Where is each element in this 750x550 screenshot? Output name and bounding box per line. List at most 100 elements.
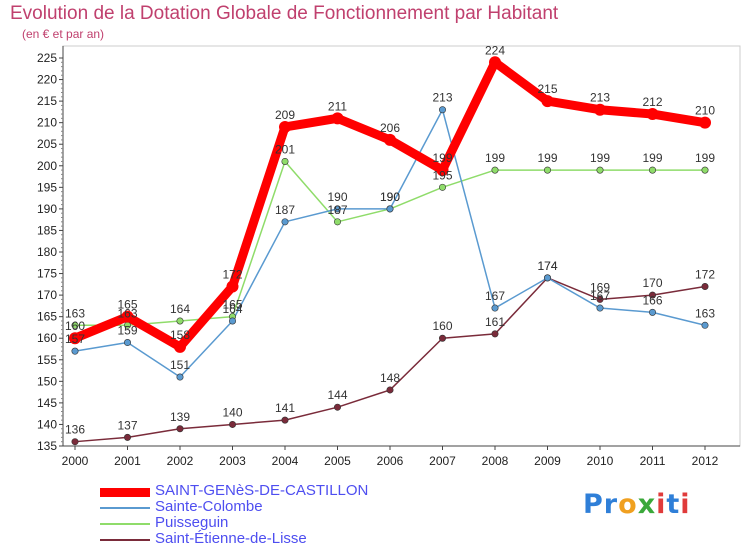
data-label: 187: [327, 203, 347, 217]
data-label: 160: [432, 319, 452, 333]
data-label: 211: [328, 99, 347, 113]
data-point: [333, 205, 341, 213]
data-point: [491, 330, 499, 338]
x-tick-label: 2009: [534, 454, 561, 468]
series-points: [69, 56, 711, 446]
data-label: 137: [117, 418, 137, 432]
data-point: [543, 166, 551, 174]
y-tick-label: 150: [37, 374, 57, 388]
data-label: 169: [590, 280, 610, 294]
data-point: [438, 106, 446, 114]
proxiti-logo: Proxiti: [583, 489, 691, 520]
data-point: [124, 433, 132, 441]
data-label: 140: [222, 405, 242, 419]
logo-letter: i: [680, 489, 691, 520]
data-label: 151: [170, 358, 190, 372]
data-label: 190: [327, 190, 347, 204]
data-point: [596, 295, 604, 303]
x-tick-label: 2002: [167, 454, 194, 468]
y-tick-label: 135: [37, 439, 57, 453]
legend-swatch: [100, 507, 150, 509]
data-label: 172: [695, 267, 715, 281]
data-point: [174, 340, 186, 353]
chart-title: Evolution de la Dotation Globale de Fonc…: [10, 3, 559, 24]
y-tick-label: 225: [37, 51, 57, 65]
data-label: 195: [432, 168, 452, 182]
data-label: 165: [117, 298, 137, 312]
data-point: [281, 416, 289, 424]
data-point: [491, 166, 499, 174]
x-tick-label: 2011: [640, 454, 666, 468]
logo-letter: t: [666, 489, 681, 520]
data-label: 148: [380, 371, 400, 385]
data-label: 199: [432, 151, 452, 165]
x-tick-label: 2000: [62, 454, 89, 468]
x-tick-label: 2012: [692, 454, 719, 468]
data-point: [699, 116, 711, 129]
data-point: [543, 274, 551, 282]
data-point: [438, 183, 446, 191]
y-tick-label: 205: [37, 137, 57, 151]
data-point: [386, 386, 394, 394]
data-point: [229, 420, 237, 428]
plot-frame: [62, 45, 741, 447]
data-label: 136: [65, 423, 85, 437]
legend-label: Sainte-Colombe: [155, 498, 263, 515]
legend-swatch: [100, 488, 150, 497]
logo-letter: x: [637, 489, 657, 520]
y-tick-label: 210: [37, 116, 57, 130]
data-point: [648, 166, 656, 174]
data-label: 163: [65, 306, 85, 320]
data-label: 161: [485, 315, 505, 329]
data-label: 199: [537, 151, 557, 165]
data-label: 187: [275, 203, 295, 217]
data-point: [386, 205, 394, 213]
data-label: 144: [327, 388, 347, 402]
data-label: 213: [432, 91, 452, 105]
data-label: 210: [695, 104, 715, 118]
y-tick-label: 175: [37, 267, 57, 281]
x-tick-label: 2008: [482, 454, 509, 468]
x-tick-label: 2007: [429, 454, 456, 468]
data-label: 167: [485, 289, 505, 303]
data-label: 199: [485, 151, 505, 165]
y-tick-label: 220: [37, 73, 57, 87]
data-labels: 136 137 139 140 141 144 148 160 161 174 169 170 172 1…: [65, 43, 715, 436]
y-tick-label: 195: [37, 180, 57, 194]
data-point: [596, 304, 604, 312]
data-label: 139: [170, 410, 190, 424]
data-label: 209: [275, 108, 295, 122]
data-point: [701, 282, 709, 290]
y-tick-label: 145: [37, 396, 57, 410]
data-point: [333, 218, 341, 226]
data-label: 159: [117, 324, 137, 338]
data-point: [176, 425, 184, 433]
legend-label: Puisseguin: [155, 514, 229, 531]
data-label: 172: [222, 267, 242, 281]
data-point: [384, 133, 396, 146]
x-tick-label: 2006: [377, 454, 404, 468]
data-point: [71, 438, 79, 446]
data-point: [646, 108, 659, 121]
series-line-2: [74, 160, 706, 327]
data-point: [331, 112, 344, 125]
data-point: [121, 310, 134, 323]
data-point: [438, 334, 446, 342]
data-point: [124, 339, 132, 347]
data-point: [333, 403, 341, 411]
y-tick-label: 190: [37, 202, 57, 216]
data-label: 157: [65, 332, 85, 346]
chart-subtitle: (en € et par an): [22, 27, 105, 41]
data-point: [71, 321, 79, 329]
legend-label: Saint-Étienne-de-Lisse: [155, 530, 307, 547]
data-point: [701, 321, 709, 329]
data-label: 199: [642, 151, 662, 165]
data-label: 206: [380, 121, 400, 135]
data-point: [279, 120, 291, 133]
data-label: 190: [380, 190, 400, 204]
data-point: [69, 332, 81, 345]
data-label: 190: [380, 190, 400, 204]
data-point: [176, 373, 184, 381]
legend-label: SAINT-GENèS-DE-CASTILLON: [155, 482, 369, 499]
data-point: [281, 218, 289, 226]
